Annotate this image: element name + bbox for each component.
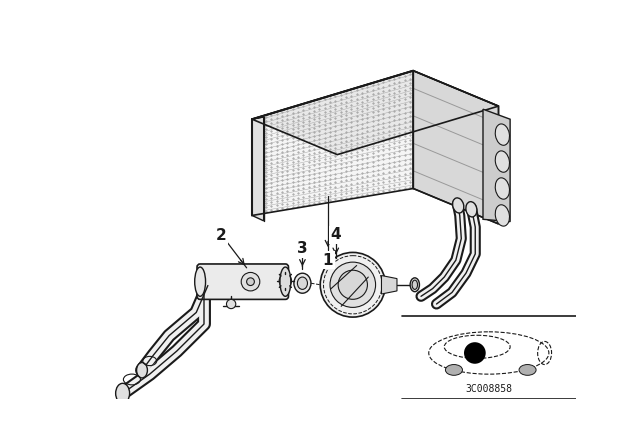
Text: 2: 2	[216, 228, 227, 243]
Ellipse shape	[495, 124, 509, 145]
Polygon shape	[483, 109, 510, 222]
Polygon shape	[252, 71, 413, 215]
Ellipse shape	[410, 278, 419, 292]
Circle shape	[227, 299, 236, 309]
Ellipse shape	[495, 205, 509, 226]
Ellipse shape	[294, 273, 311, 293]
FancyBboxPatch shape	[197, 264, 289, 299]
Ellipse shape	[136, 362, 147, 378]
Ellipse shape	[495, 178, 509, 199]
Text: 4: 4	[330, 227, 341, 242]
Ellipse shape	[495, 151, 509, 172]
Ellipse shape	[298, 277, 307, 289]
Circle shape	[246, 278, 254, 285]
Ellipse shape	[279, 274, 292, 288]
Circle shape	[338, 270, 367, 299]
Polygon shape	[413, 71, 499, 224]
Ellipse shape	[466, 202, 477, 217]
Polygon shape	[381, 276, 397, 294]
Circle shape	[330, 262, 376, 307]
Ellipse shape	[452, 198, 464, 213]
Text: 3C008858: 3C008858	[465, 384, 512, 394]
Bar	[402, 315, 576, 399]
Ellipse shape	[445, 365, 463, 375]
Polygon shape	[252, 71, 499, 155]
Ellipse shape	[412, 280, 417, 289]
Ellipse shape	[116, 383, 129, 403]
Polygon shape	[252, 117, 264, 221]
Circle shape	[464, 342, 486, 364]
Ellipse shape	[280, 267, 291, 296]
Text: 1: 1	[323, 253, 333, 267]
Polygon shape	[413, 71, 499, 224]
Ellipse shape	[195, 267, 205, 296]
Text: 3: 3	[297, 241, 308, 256]
Circle shape	[320, 252, 385, 317]
Ellipse shape	[519, 365, 536, 375]
Circle shape	[241, 272, 260, 291]
